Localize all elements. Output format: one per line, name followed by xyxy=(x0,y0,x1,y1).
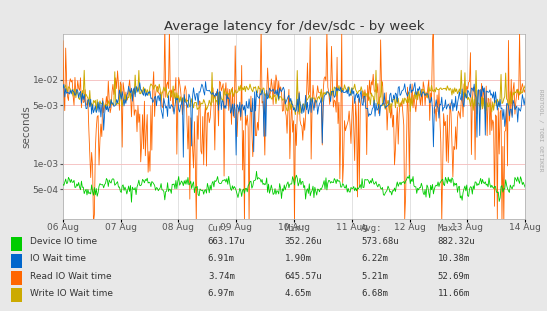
Text: 6.97m: 6.97m xyxy=(208,289,235,298)
Text: 4.65m: 4.65m xyxy=(284,289,311,298)
Text: RRDTOOL / TOBI OETIKER: RRDTOOL / TOBI OETIKER xyxy=(538,89,543,172)
Text: Max:: Max: xyxy=(438,224,459,233)
Title: Average latency for /dev/sdc - by week: Average latency for /dev/sdc - by week xyxy=(164,20,424,33)
Text: 573.68u: 573.68u xyxy=(361,237,399,246)
Text: Write IO Wait time: Write IO Wait time xyxy=(30,289,113,298)
Y-axis label: seconds: seconds xyxy=(21,105,31,148)
Text: Avg:: Avg: xyxy=(361,224,382,233)
Text: 1.90m: 1.90m xyxy=(284,254,311,263)
Text: 645.57u: 645.57u xyxy=(284,272,322,281)
Text: 6.22m: 6.22m xyxy=(361,254,388,263)
Text: Read IO Wait time: Read IO Wait time xyxy=(30,272,112,281)
Text: 352.26u: 352.26u xyxy=(284,237,322,246)
Text: 882.32u: 882.32u xyxy=(438,237,475,246)
Text: 11.66m: 11.66m xyxy=(438,289,470,298)
Bar xyxy=(11,237,22,251)
Text: Device IO time: Device IO time xyxy=(30,237,97,246)
Text: 5.21m: 5.21m xyxy=(361,272,388,281)
Text: 6.68m: 6.68m xyxy=(361,289,388,298)
Bar xyxy=(11,254,22,268)
Bar xyxy=(11,289,22,302)
Text: 6.91m: 6.91m xyxy=(208,254,235,263)
Text: Cur:: Cur: xyxy=(208,224,229,233)
Text: 52.69m: 52.69m xyxy=(438,272,470,281)
Text: 3.74m: 3.74m xyxy=(208,272,235,281)
Bar xyxy=(11,271,22,285)
Text: 10.38m: 10.38m xyxy=(438,254,470,263)
Text: IO Wait time: IO Wait time xyxy=(30,254,86,263)
Text: 663.17u: 663.17u xyxy=(208,237,246,246)
Text: Min:: Min: xyxy=(284,224,306,233)
